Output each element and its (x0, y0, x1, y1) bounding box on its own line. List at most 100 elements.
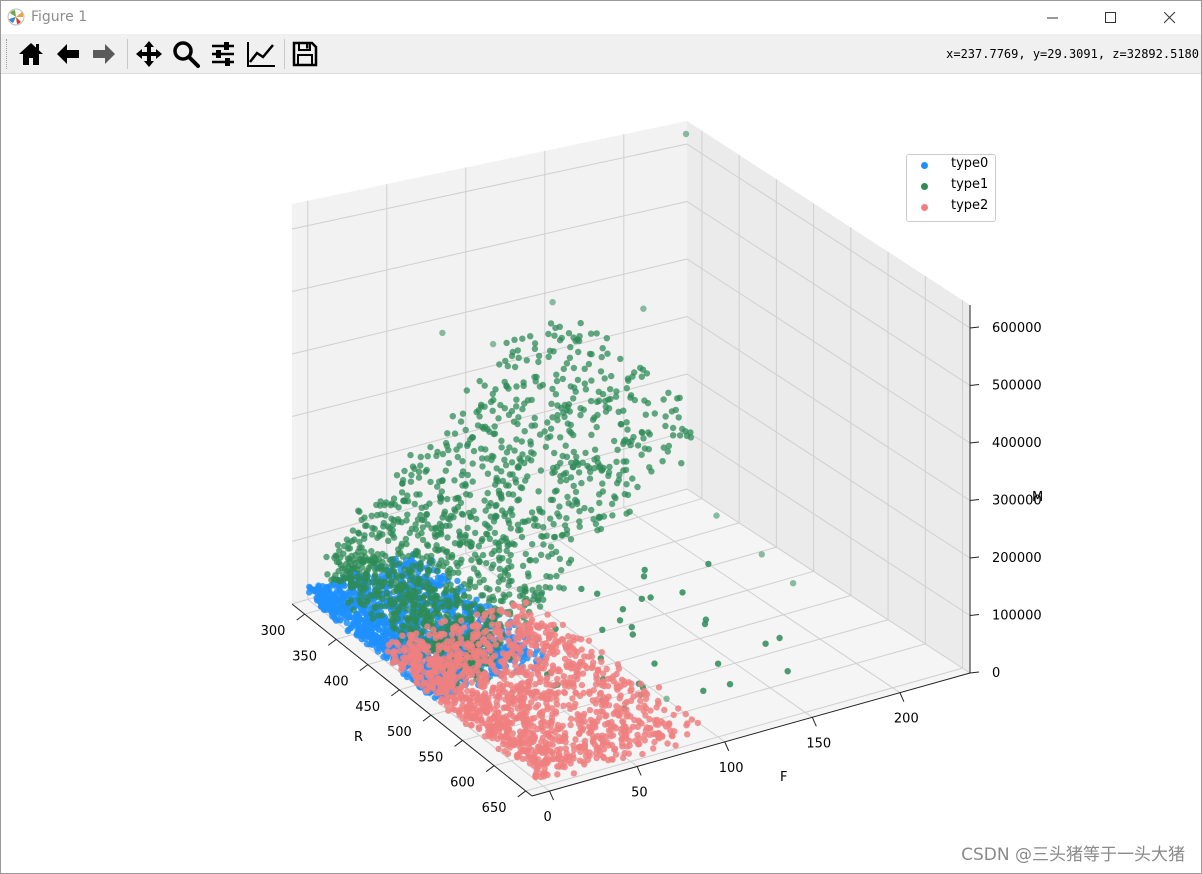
scatter-3d-chart[interactable]: 300 350 400 450 500 550 600 650 0 50 100 150 200 0 100… (2, 74, 1201, 873)
type1-point (467, 607, 474, 615)
type1-point (441, 508, 449, 515)
type1-point (463, 491, 470, 498)
z-gridline (291, 201, 688, 292)
type1-point (415, 474, 423, 481)
pan-button[interactable] (132, 37, 166, 71)
type2-point (515, 693, 523, 700)
legend-marker-type2 (921, 204, 928, 211)
z-gridline (686, 316, 971, 501)
type1-point (542, 443, 550, 451)
type2-point (503, 726, 510, 733)
r-tick-label: 400 (324, 675, 349, 690)
type1-point (449, 413, 456, 420)
type1-point (508, 505, 515, 513)
type1-point (576, 508, 583, 515)
type0-point (376, 637, 383, 645)
type1-point (552, 391, 560, 398)
back-button[interactable] (51, 37, 85, 71)
type1-point (372, 566, 379, 573)
type1-point (526, 557, 533, 564)
type2-point (590, 687, 597, 694)
type1-point (517, 526, 524, 534)
type2-point (505, 629, 512, 636)
type2-point (594, 744, 601, 751)
type0-point (367, 625, 374, 632)
type2-point (500, 687, 507, 694)
type2-point (688, 716, 695, 723)
type1-point (522, 477, 529, 484)
type1-point (523, 357, 530, 364)
type2-point (561, 655, 569, 663)
zoom-button[interactable] (169, 37, 203, 71)
type2-point (586, 706, 594, 714)
type1-point (492, 539, 499, 546)
close-button[interactable] (1143, 1, 1199, 34)
type2-point (570, 742, 577, 749)
type1-point (518, 533, 526, 541)
type2-point (417, 652, 424, 659)
title-bar[interactable]: Figure 1 (1, 1, 1201, 34)
type1-point (444, 430, 451, 437)
type1-point (565, 500, 572, 507)
type1-point (581, 504, 588, 512)
f-tick-label: 0 (544, 810, 552, 825)
type1-point (525, 517, 532, 524)
type2-point (528, 616, 536, 623)
minimize-button[interactable] (1026, 1, 1082, 34)
type2-point (547, 668, 555, 675)
type2-point (448, 631, 456, 638)
type2-point (544, 754, 551, 761)
toolbar-grip[interactable] (6, 39, 9, 69)
type2-point (524, 688, 531, 696)
type1-point (469, 434, 477, 441)
save-button[interactable] (288, 37, 322, 71)
plot-canvas[interactable]: 300 350 400 450 500 550 600 650 0 50 100 150 200 0 100… (2, 74, 1201, 873)
type1-point (407, 451, 414, 459)
type1-point (350, 606, 357, 613)
type2-point (516, 603, 523, 611)
type1-point (535, 358, 542, 366)
type1-point (334, 541, 342, 549)
configure-subplots-button[interactable] (206, 37, 240, 71)
legend-label: type1 (951, 177, 989, 192)
type1-point (561, 401, 569, 409)
type2-point (426, 631, 433, 639)
forward-button[interactable] (87, 37, 121, 71)
f-axis-line (531, 672, 971, 797)
type1-point (580, 406, 587, 413)
type1-point (504, 362, 511, 370)
type1-point (398, 489, 406, 496)
type1-point (531, 414, 538, 422)
type1-point (464, 633, 471, 641)
type2-point (613, 670, 620, 678)
type2-point (462, 656, 469, 663)
type1-point (444, 611, 451, 618)
type1-point (660, 444, 667, 451)
type1-point (622, 436, 629, 443)
type1-point (503, 547, 510, 554)
home-button[interactable] (14, 37, 48, 71)
type2-point (509, 712, 516, 720)
type2-point (464, 687, 471, 695)
type0-point (329, 613, 336, 620)
type1-point (411, 578, 418, 585)
maximize-icon (1105, 12, 1116, 23)
type1-point (776, 634, 783, 642)
maximize-button[interactable] (1084, 1, 1140, 34)
type2-point (391, 648, 398, 655)
type2-point (435, 642, 442, 649)
type1-point (665, 442, 673, 450)
type2-point (513, 753, 521, 760)
type1-point (647, 594, 654, 601)
type1-point (390, 625, 397, 632)
type1-point (380, 578, 387, 586)
edit-axis-button[interactable] (243, 37, 277, 71)
type1-point (439, 329, 446, 337)
type2-point (623, 698, 630, 706)
type1-point (669, 424, 677, 432)
type1-point (593, 423, 600, 431)
type1-point (594, 527, 601, 534)
type2-point (448, 693, 455, 700)
type1-point (551, 332, 558, 339)
type1-point (588, 506, 595, 514)
